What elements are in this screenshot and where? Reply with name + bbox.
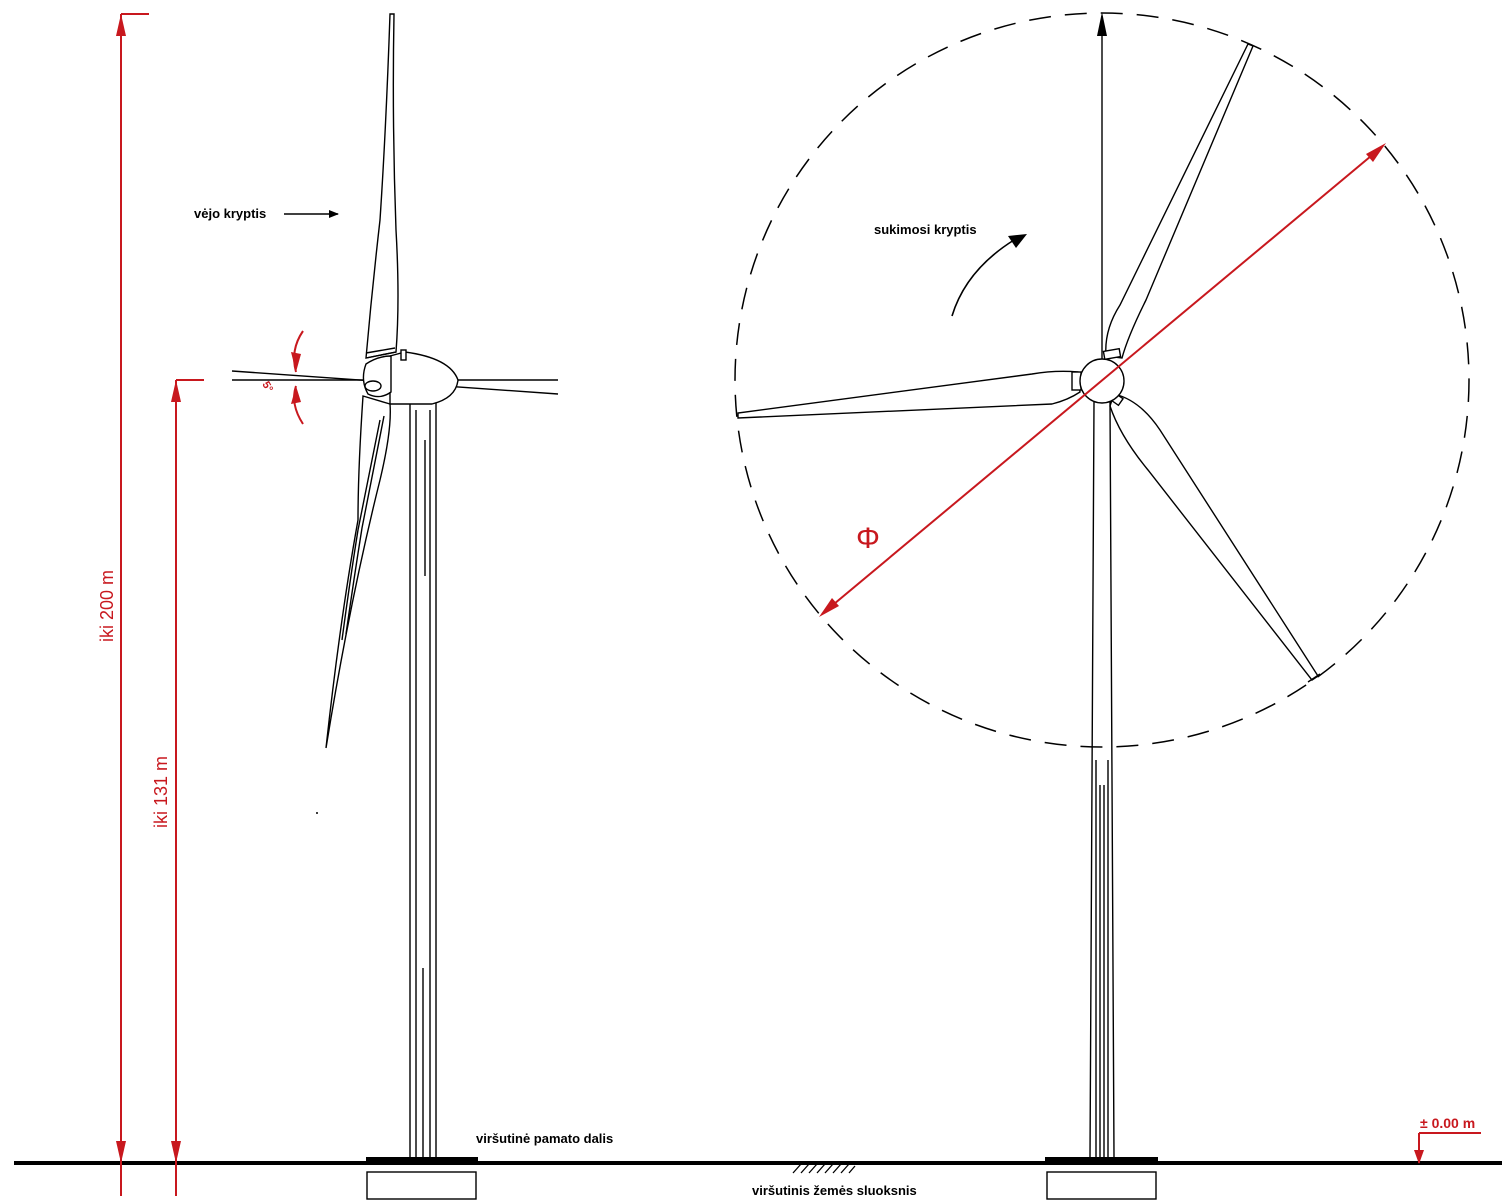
front-blade-upper (1105, 43, 1254, 359)
ground-hatch (792, 1163, 856, 1174)
height-total-label: iki 200 m (97, 570, 117, 642)
foundation-block-side (366, 1171, 477, 1200)
front-blade-lower (1109, 393, 1319, 681)
rotation-direction-label: sukimosi kryptis (874, 222, 977, 237)
diameter-symbol: Φ (856, 522, 880, 555)
zero-level-marker (1414, 1132, 1481, 1164)
side-nacelle (389, 351, 459, 405)
dimension-hub-height (171, 379, 204, 1196)
foundation-plate-front (1045, 1157, 1158, 1161)
side-view-turbine (231, 13, 559, 1157)
wind-direction-label: vėjo kryptis (194, 206, 266, 221)
side-blade-upper (365, 13, 399, 359)
foundation-top-label: viršutinė pamato dalis (476, 1131, 613, 1146)
foundation-plate-side (366, 1157, 478, 1161)
ground-layer-label: viršutinis žemės sluoksnis (752, 1183, 917, 1198)
rotation-direction-arrow (951, 239, 1015, 317)
front-blade-left (737, 370, 1081, 419)
tilt-angle-label: 5° (259, 380, 275, 395)
ground (14, 1157, 1502, 1200)
tilt-angle-dimension (291, 330, 304, 425)
zero-level-label: ± 0.00 m (1420, 1115, 1475, 1131)
diameter-line (821, 145, 1384, 615)
side-tower (409, 402, 437, 1157)
front-tower (1089, 401, 1115, 1158)
front-view-turbine (734, 12, 1470, 1158)
dimension-total-height (116, 13, 149, 1196)
side-blade-lower (325, 395, 391, 749)
height-hub-label: iki 131 m (151, 756, 171, 828)
foundation-block-front (1046, 1171, 1157, 1200)
